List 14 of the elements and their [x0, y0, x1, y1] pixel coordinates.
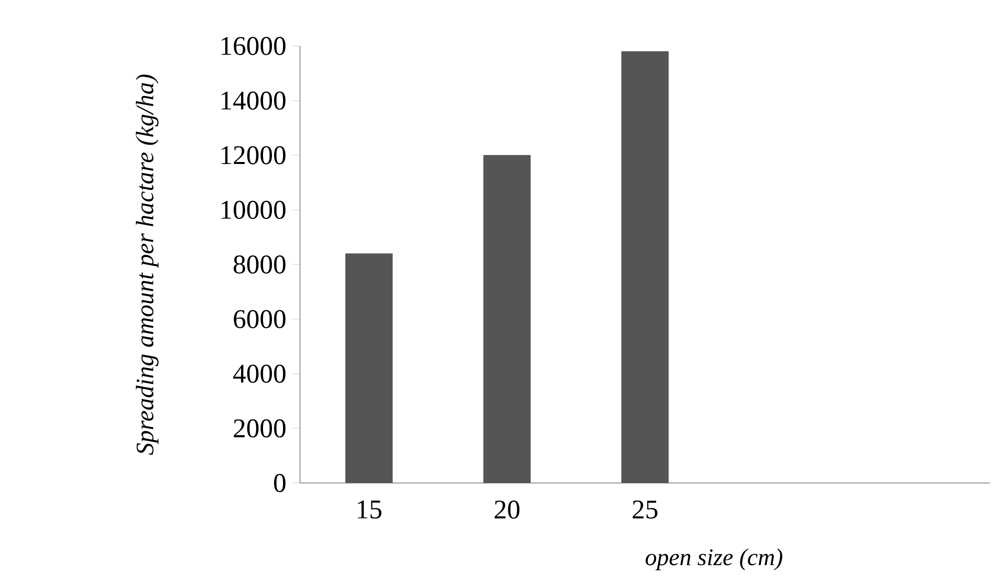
x-tick-label: 25 — [632, 500, 658, 519]
x-axis-title: open size (cm) — [646, 548, 782, 570]
y-tick-label: 16000 — [222, 36, 286, 56]
y-tick-label: 6000 — [234, 310, 286, 328]
y-tick-label: 8000 — [234, 255, 286, 274]
y-tick-label: 2000 — [234, 419, 286, 438]
y-tick-label: 10000 — [222, 200, 286, 219]
x-tick-label: 15 — [358, 500, 382, 519]
y-tick-label: 0 — [274, 474, 286, 492]
y-tick-label: 12000 — [222, 146, 286, 164]
y-tick-label: 4000 — [233, 364, 286, 383]
y-tick-label: 14000 — [222, 92, 286, 110]
x-tick-label: 20 — [494, 500, 520, 519]
y-axis-title: Spreading amount per hactare (kg/ha) — [136, 74, 158, 455]
